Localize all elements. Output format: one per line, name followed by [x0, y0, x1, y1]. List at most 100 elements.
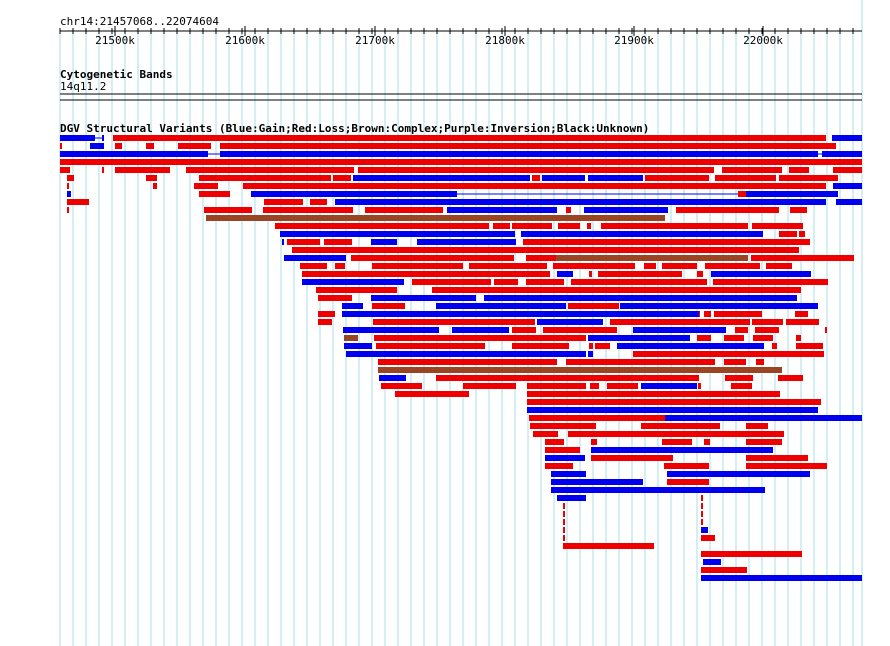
sv-feature[interactable] [557, 495, 586, 501]
sv-block[interactable] [529, 415, 665, 421]
sv-feature[interactable] [833, 183, 862, 189]
sv-feature[interactable] [530, 423, 768, 429]
sv-block[interactable] [705, 263, 760, 269]
sv-block[interactable] [379, 375, 406, 381]
sv-feature[interactable] [282, 239, 516, 245]
sv-block[interactable] [60, 151, 208, 157]
sv-block[interactable] [395, 391, 469, 397]
sv-feature[interactable] [701, 495, 703, 501]
sv-feature[interactable] [563, 535, 715, 541]
sv-block[interactable] [588, 335, 690, 341]
sv-block[interactable] [584, 207, 668, 213]
sv-feature[interactable] [353, 175, 643, 181]
sv-block[interactable] [346, 351, 586, 357]
sv-block[interactable] [566, 359, 715, 365]
sv-block[interactable] [527, 391, 780, 397]
sv-feature[interactable] [556, 255, 748, 261]
sv-block[interactable] [772, 343, 777, 349]
sv-block[interactable] [676, 207, 779, 213]
sv-block[interactable] [545, 447, 580, 453]
sv-feature[interactable] [343, 327, 726, 333]
sv-block[interactable] [832, 135, 862, 141]
sv-block[interactable] [318, 319, 332, 325]
sv-feature[interactable] [703, 559, 721, 565]
sv-feature[interactable] [537, 319, 603, 325]
sv-block[interactable] [756, 359, 764, 365]
sv-block[interactable] [698, 383, 701, 389]
sv-block[interactable] [146, 143, 154, 149]
sv-feature[interactable] [545, 439, 782, 445]
sv-block[interactable] [342, 303, 363, 309]
sv-block[interactable] [563, 527, 565, 533]
sv-block[interactable] [484, 295, 797, 301]
sv-block[interactable] [697, 271, 703, 277]
sv-block[interactable] [713, 279, 828, 285]
sv-block[interactable] [701, 535, 715, 541]
sv-feature[interactable] [701, 575, 862, 581]
sv-block[interactable] [553, 263, 635, 269]
sv-feature[interactable] [563, 527, 565, 533]
sv-block[interactable] [526, 255, 556, 261]
sv-block[interactable] [373, 319, 379, 325]
sv-block[interactable] [344, 335, 358, 341]
sv-block[interactable] [372, 303, 405, 309]
sv-block[interactable] [563, 543, 654, 549]
sv-block[interactable] [521, 231, 763, 237]
sv-feature[interactable] [300, 263, 792, 269]
sv-block[interactable] [381, 383, 422, 389]
sv-feature[interactable] [67, 183, 826, 189]
sv-block[interactable] [512, 327, 536, 333]
sv-block[interactable] [701, 503, 703, 509]
sv-feature[interactable] [832, 135, 862, 141]
sv-block[interactable] [722, 167, 782, 173]
sv-block[interactable] [287, 239, 320, 245]
sv-block[interactable] [724, 359, 746, 365]
sv-block[interactable] [204, 207, 252, 213]
sv-block[interactable] [558, 223, 580, 229]
sv-block[interactable] [371, 239, 397, 245]
sv-feature[interactable] [563, 543, 654, 549]
sv-feature[interactable] [292, 247, 799, 253]
sv-block[interactable] [701, 511, 703, 517]
sv-block[interactable] [378, 359, 557, 365]
sv-block[interactable] [60, 143, 62, 149]
sv-block[interactable] [494, 279, 518, 285]
sv-block[interactable] [146, 175, 157, 181]
sv-block[interactable] [302, 271, 550, 277]
sv-block[interactable] [644, 263, 656, 269]
sv-feature[interactable] [545, 455, 585, 461]
sv-feature[interactable] [563, 511, 703, 517]
sv-block[interactable] [292, 247, 799, 253]
sv-block[interactable] [735, 327, 748, 333]
sv-feature[interactable] [302, 279, 404, 285]
sv-block[interactable] [282, 239, 284, 245]
sv-block[interactable] [365, 207, 443, 213]
sv-block[interactable] [344, 343, 372, 349]
sv-block[interactable] [588, 175, 643, 181]
sv-block[interactable] [752, 319, 783, 325]
sv-block[interactable] [610, 319, 750, 325]
sv-block[interactable] [704, 439, 710, 445]
sv-block[interactable] [752, 223, 803, 229]
sv-block[interactable] [667, 479, 709, 485]
sv-block[interactable] [703, 559, 721, 565]
sv-block[interactable] [333, 175, 351, 181]
sv-block[interactable] [563, 519, 565, 525]
sv-block[interactable] [566, 207, 571, 213]
sv-feature[interactable] [701, 551, 802, 557]
sv-block[interactable] [595, 343, 610, 349]
sv-block[interactable] [371, 295, 476, 301]
sv-block[interactable] [67, 191, 71, 197]
sv-block[interactable] [530, 423, 596, 429]
sv-feature[interactable] [529, 415, 665, 421]
sv-block[interactable] [746, 191, 838, 197]
sv-block[interactable] [587, 223, 591, 229]
sv-block[interactable] [591, 455, 673, 461]
sv-block[interactable] [822, 151, 862, 157]
sv-block[interactable] [551, 479, 643, 485]
sv-feature[interactable] [641, 383, 697, 389]
sv-block[interactable] [545, 439, 564, 445]
sv-feature[interactable] [379, 375, 406, 381]
sv-block[interactable] [633, 327, 726, 333]
sv-block[interactable] [701, 527, 708, 533]
